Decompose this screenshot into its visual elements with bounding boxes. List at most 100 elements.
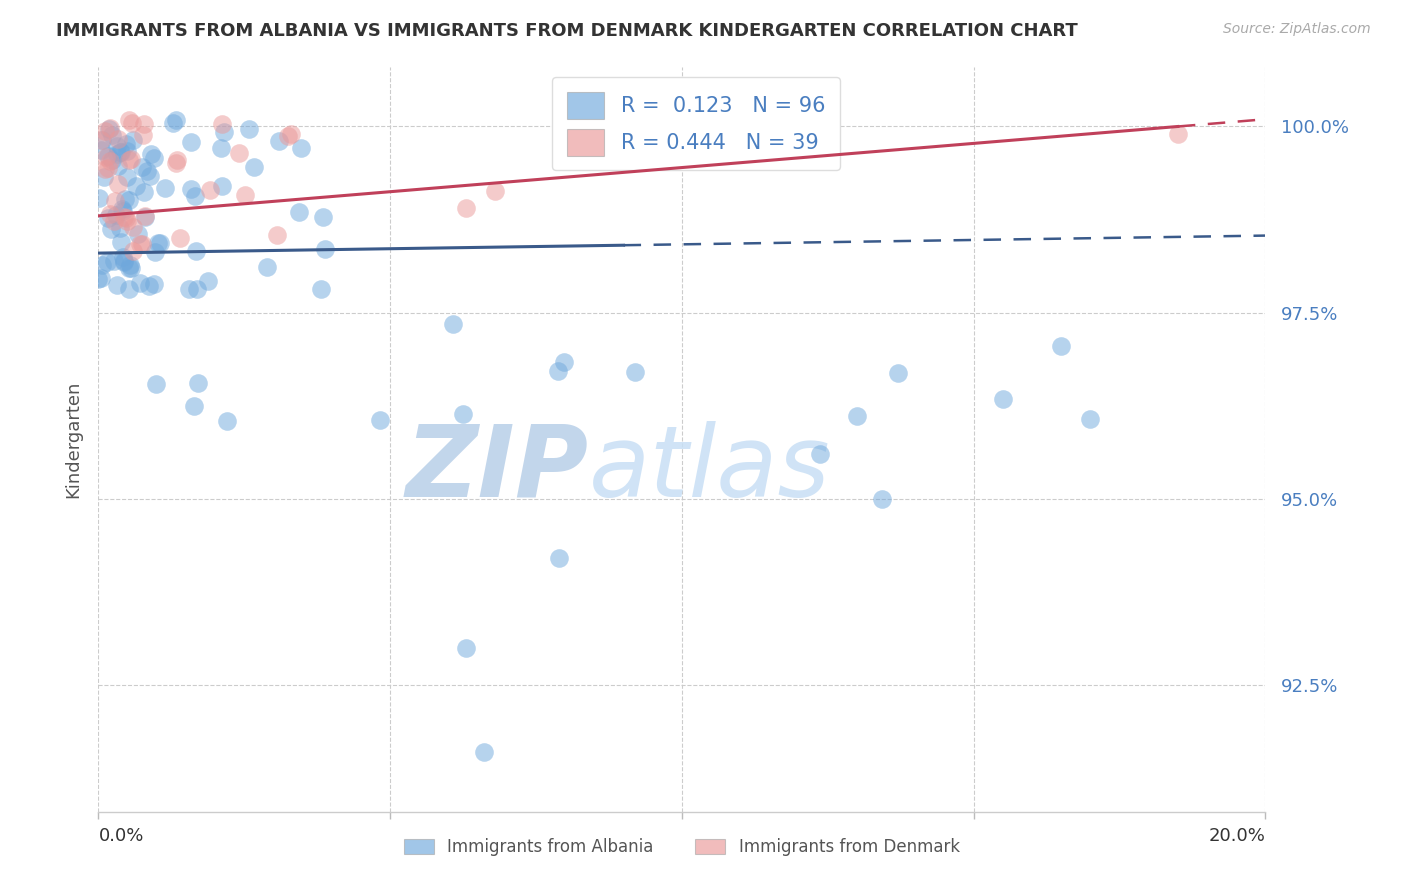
Point xyxy=(91,258,114,272)
Point xyxy=(810,447,832,461)
Point xyxy=(117,214,139,228)
Point xyxy=(131,160,153,174)
Text: atlas: atlas xyxy=(589,421,830,517)
Point xyxy=(90,143,112,157)
Point xyxy=(100,128,122,142)
Point xyxy=(266,227,288,242)
Point xyxy=(886,367,908,381)
Point xyxy=(184,189,207,203)
Point xyxy=(111,202,134,216)
Point xyxy=(118,258,141,272)
Point xyxy=(186,244,208,258)
Point xyxy=(118,260,141,275)
Point xyxy=(115,211,138,225)
Point xyxy=(121,116,143,130)
Point xyxy=(94,124,117,138)
Point xyxy=(136,164,159,178)
Point xyxy=(98,122,121,136)
Point xyxy=(131,237,153,252)
Point xyxy=(256,260,278,275)
Point xyxy=(96,255,118,269)
Legend: Immigrants from Albania, Immigrants from Denmark: Immigrants from Albania, Immigrants from… xyxy=(395,830,969,864)
Point xyxy=(103,254,125,268)
Point xyxy=(280,127,302,141)
Point xyxy=(87,272,110,286)
Point xyxy=(132,117,155,131)
Point xyxy=(312,210,335,224)
Point xyxy=(131,128,153,142)
Point xyxy=(114,192,136,206)
Point xyxy=(105,208,128,222)
Point xyxy=(134,210,156,224)
Point xyxy=(115,144,138,158)
Point xyxy=(90,133,112,147)
Text: 0.0%: 0.0% xyxy=(98,827,143,845)
Point xyxy=(197,274,219,288)
Point xyxy=(238,122,260,136)
Point xyxy=(991,392,1014,406)
Point xyxy=(90,271,112,285)
Point xyxy=(107,159,129,173)
Point xyxy=(103,214,125,228)
Point xyxy=(97,211,120,226)
Point xyxy=(186,282,208,296)
Point xyxy=(624,365,647,379)
Point xyxy=(100,153,122,168)
Point xyxy=(93,170,115,185)
Point xyxy=(177,282,200,296)
Point xyxy=(105,146,128,161)
Point xyxy=(120,261,142,276)
Point xyxy=(211,178,233,193)
Point xyxy=(115,136,138,151)
Point xyxy=(165,113,187,128)
Point xyxy=(872,491,894,506)
Point xyxy=(183,400,205,414)
Point xyxy=(456,640,478,655)
Point xyxy=(180,182,202,196)
Point xyxy=(454,201,477,215)
Point xyxy=(122,219,145,234)
Point xyxy=(148,236,170,251)
Point xyxy=(110,145,132,159)
Point xyxy=(472,745,495,759)
Point xyxy=(100,222,122,236)
Point xyxy=(1080,412,1102,426)
Point xyxy=(309,281,332,295)
Point xyxy=(98,121,121,136)
Point xyxy=(290,141,312,155)
Point xyxy=(118,153,141,168)
Point xyxy=(368,413,391,427)
Text: 20.0%: 20.0% xyxy=(1209,827,1265,845)
Point xyxy=(112,250,135,264)
Point xyxy=(169,231,191,245)
Point xyxy=(134,209,156,223)
Point xyxy=(112,254,135,268)
Point xyxy=(112,254,135,268)
Point xyxy=(233,187,256,202)
Point xyxy=(153,180,176,194)
Point xyxy=(553,355,575,369)
Point xyxy=(97,149,120,163)
Point xyxy=(212,125,235,139)
Text: Source: ZipAtlas.com: Source: ZipAtlas.com xyxy=(1223,22,1371,37)
Point xyxy=(288,204,311,219)
Point xyxy=(128,237,150,252)
Point xyxy=(1167,127,1189,141)
Point xyxy=(105,138,128,153)
Point xyxy=(132,185,155,199)
Point xyxy=(104,194,127,208)
Point xyxy=(118,113,141,128)
Point xyxy=(110,235,132,249)
Point xyxy=(112,210,135,224)
Point xyxy=(142,277,165,292)
Point xyxy=(96,150,118,164)
Point xyxy=(138,279,160,293)
Point xyxy=(180,135,202,149)
Point xyxy=(94,161,117,176)
Point xyxy=(128,276,150,290)
Point xyxy=(145,376,167,391)
Point xyxy=(143,244,166,259)
Point xyxy=(139,146,162,161)
Text: ZIP: ZIP xyxy=(405,421,589,517)
Point xyxy=(215,414,238,428)
